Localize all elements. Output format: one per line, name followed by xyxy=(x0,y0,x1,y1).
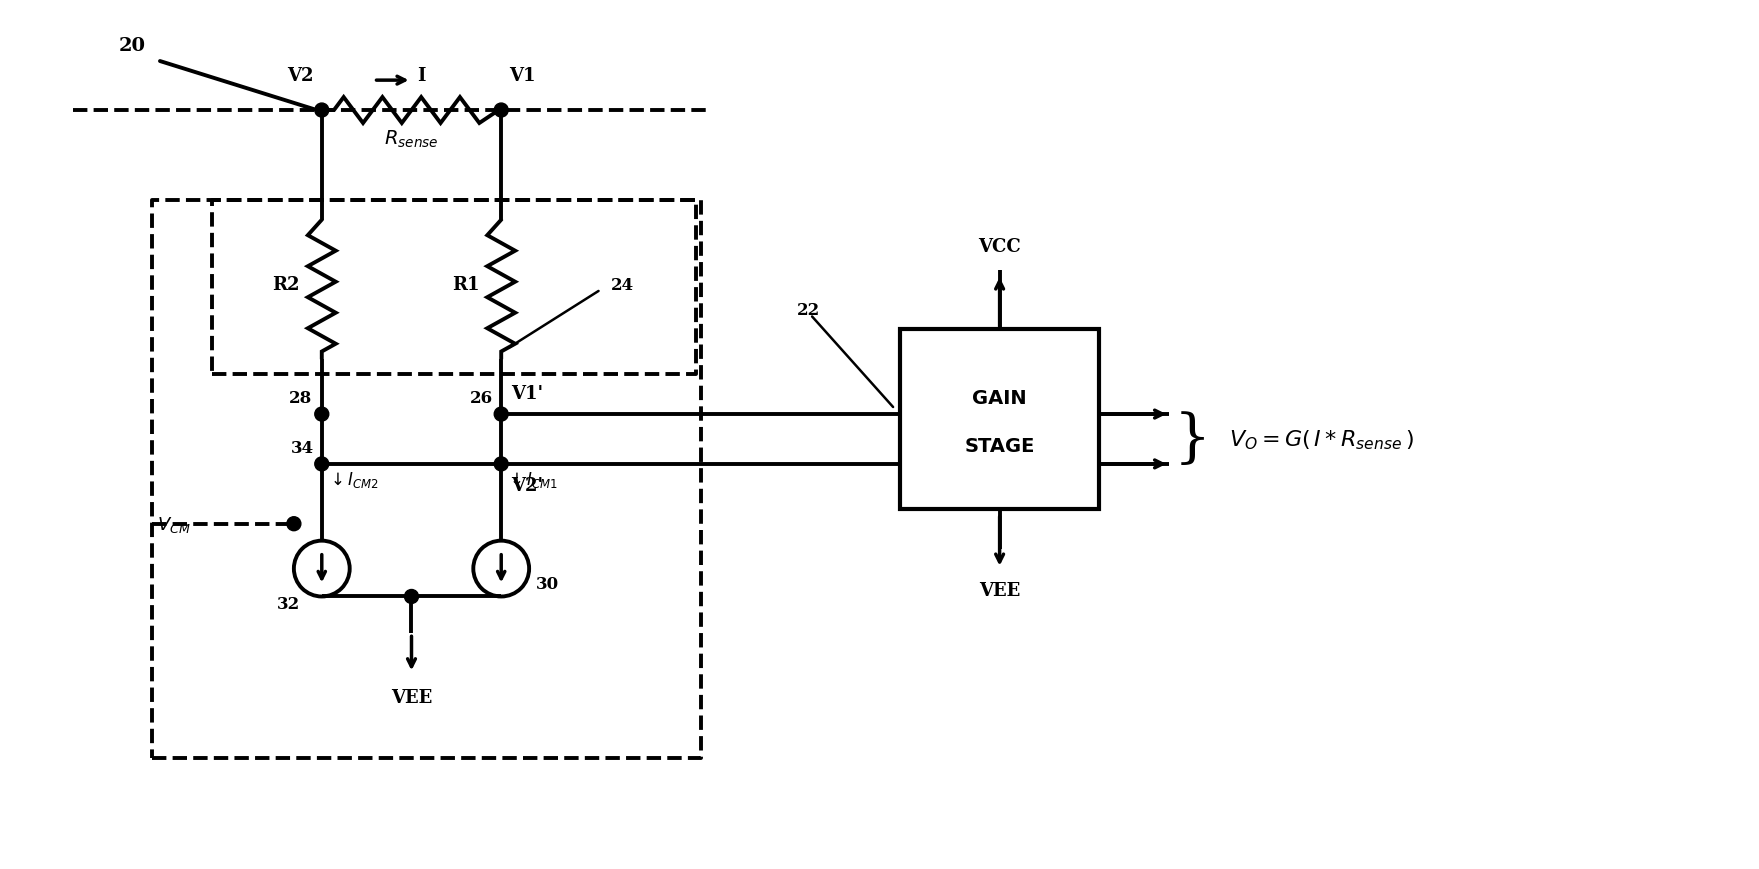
Text: 32: 32 xyxy=(276,595,301,613)
Text: VEE: VEE xyxy=(390,688,433,706)
Text: V2: V2 xyxy=(287,67,313,85)
Text: $\downarrow I_{CM1}$: $\downarrow I_{CM1}$ xyxy=(507,469,558,489)
Circle shape xyxy=(315,408,329,421)
Text: $R_{sense}$: $R_{sense}$ xyxy=(383,129,438,150)
Circle shape xyxy=(287,517,301,531)
Text: }: } xyxy=(1173,412,1212,468)
Bar xyxy=(901,330,1099,509)
Text: I: I xyxy=(417,67,426,85)
Text: 34: 34 xyxy=(290,440,313,456)
Text: VEE: VEE xyxy=(980,580,1020,599)
Circle shape xyxy=(494,104,508,118)
Text: V1: V1 xyxy=(508,67,536,85)
Text: VCC: VCC xyxy=(978,237,1020,255)
Text: GAIN: GAIN xyxy=(973,388,1027,408)
Text: 30: 30 xyxy=(536,575,559,593)
Circle shape xyxy=(315,104,329,118)
Text: 20: 20 xyxy=(120,37,146,56)
Text: 26: 26 xyxy=(470,389,493,407)
Circle shape xyxy=(494,408,508,421)
Text: R2: R2 xyxy=(273,276,299,294)
Text: $V_O = G( \, I * R_{sense} \, )$: $V_O = G( \, I * R_{sense} \, )$ xyxy=(1230,428,1414,451)
Circle shape xyxy=(405,590,419,604)
Text: V2': V2' xyxy=(512,476,544,494)
Text: 22: 22 xyxy=(797,302,820,319)
Text: STAGE: STAGE xyxy=(964,437,1034,456)
Text: 24: 24 xyxy=(610,276,633,294)
Text: $\downarrow I_{CM2}$: $\downarrow I_{CM2}$ xyxy=(327,469,378,489)
Text: $V_{CM}$: $V_{CM}$ xyxy=(157,514,192,534)
Text: V1': V1' xyxy=(512,385,544,402)
Circle shape xyxy=(315,457,329,471)
Circle shape xyxy=(494,457,508,471)
Text: R1: R1 xyxy=(452,276,478,294)
Text: 28: 28 xyxy=(288,389,311,407)
